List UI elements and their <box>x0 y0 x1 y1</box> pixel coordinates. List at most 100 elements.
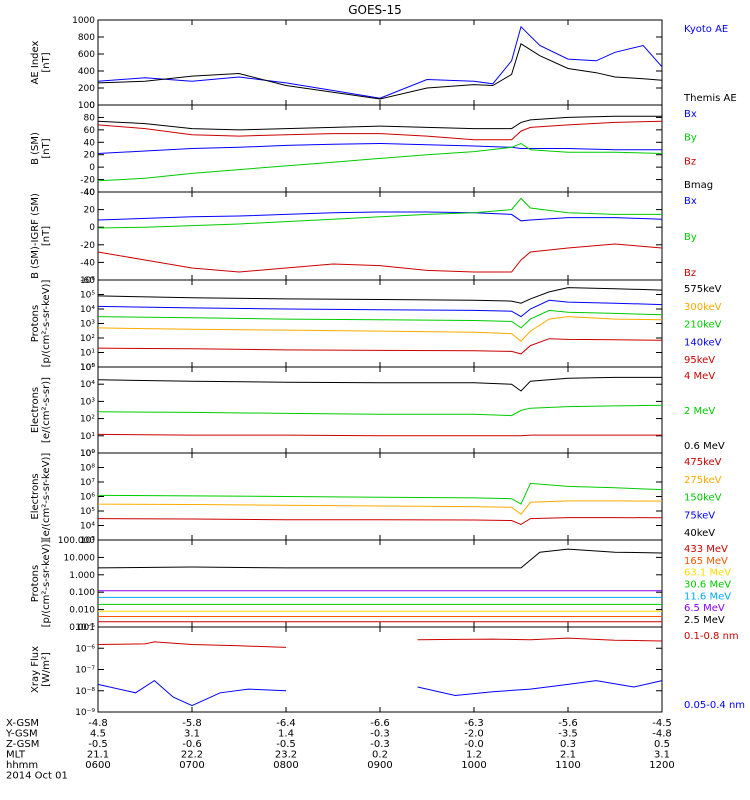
legend-entry: 0.05-0.4 nm <box>684 700 745 711</box>
y-tick-label: 0 <box>89 101 95 111</box>
ephemeris-value: 0.2 <box>372 750 388 761</box>
series-line-3 <box>97 120 663 141</box>
y-tick-label: 20 <box>84 206 96 216</box>
ephemeris-value: -0.5 <box>88 739 108 750</box>
ephemeris-value: 0.3 <box>560 739 576 750</box>
panel-frame <box>97 366 663 454</box>
y-axis-label: Electrons[e/(cm²-s-sr-keV)] <box>30 453 52 541</box>
y-tick-label: 10² <box>80 334 95 344</box>
series-line-1 <box>97 517 663 525</box>
legend-entry: 11.6 MeV <box>684 591 731 602</box>
y-tick-label: 10⁻⁷ <box>75 666 95 676</box>
series-line-2 <box>97 404 663 417</box>
legend-entry: 150keV <box>684 493 722 504</box>
legend-entry: 433 MeV <box>684 544 728 555</box>
legend-entry: 6.5 MeV <box>684 603 725 614</box>
y-tick-label: 80 <box>84 113 96 123</box>
y-tick-label: 0.010 <box>69 606 95 616</box>
ephemeris-value: 0800 <box>273 760 298 771</box>
ephemeris-value: 0.5 <box>654 739 670 750</box>
legend-entry: 0.1-0.8 nm <box>684 631 739 642</box>
y-tick-label: 0.001 <box>69 623 95 633</box>
legend-entry: 2 MeV <box>684 406 715 417</box>
ephemeris-row-label: MLT <box>6 750 26 761</box>
y-tick-label: 10⁶ <box>80 276 95 286</box>
series-line-3 <box>97 482 663 505</box>
panel-frame <box>97 626 663 713</box>
ephemeris-value: 1.2 <box>466 750 482 761</box>
panel-8: 10⁻⁹ 10⁻⁸ 10⁻⁷ 10⁻⁶ 10⁻⁵ Xray Flux[W/m²] 0.1-0… <box>30 623 745 718</box>
y-tick-label: 10⁶ <box>80 493 95 503</box>
series-line-2 <box>97 500 663 515</box>
ephemeris-row-label: Y-GSM <box>5 729 38 740</box>
legend-entry: Bmag <box>684 180 713 191</box>
panel-frame <box>97 279 663 368</box>
series-line-7 <box>97 548 663 569</box>
y-tick-label: -40 <box>80 188 95 198</box>
ephemeris-value: 3.1 <box>184 729 200 740</box>
legend-entry: 40keV <box>684 528 715 539</box>
y-axis-label: Protons[p/(cm²-s-sr-keV)] <box>30 540 52 628</box>
legend-entry: Bz <box>684 156 696 167</box>
legend-entry: 2.5 MeV <box>684 615 725 626</box>
panel-3: -60 -40 -20 0 20 40 B (SM)-IGRF (SM)[nT] Bx By Bz <box>30 188 697 286</box>
legend-entry: 210keV <box>684 320 722 331</box>
panel-frame <box>97 539 663 628</box>
ephemeris-value: -0.3 <box>370 739 390 750</box>
series-line-1 <box>97 142 662 154</box>
series-line-3 <box>97 243 663 273</box>
y-tick-label: -20 <box>80 176 95 186</box>
series-line-1 <box>97 637 663 648</box>
ephemeris-value: -0.3 <box>370 729 390 740</box>
series-line-1 <box>97 433 662 437</box>
ephemeris-value: 0700 <box>179 760 204 771</box>
legend-entry: 75keV <box>684 510 715 521</box>
panel-1: 0 200 400 600 800 1000 AE Index[nT] Kyoto AE The… <box>30 16 737 111</box>
panel-7: 0.001 0.010 0.100 1.000 10.000 100.000 Protons… <box>30 536 731 633</box>
ephemeris-value: 1.4 <box>278 729 294 740</box>
ephemeris-value: 22.2 <box>181 750 203 761</box>
ephemeris-value: -0.5 <box>276 739 296 750</box>
y-tick-label: 10⁹ <box>80 449 95 459</box>
y-tick-label: 10⁻⁸ <box>75 687 95 697</box>
y-tick-label: 10⁴ <box>80 522 95 532</box>
ephemeris-value: -4.8 <box>652 729 672 740</box>
series-line-3 <box>97 376 662 392</box>
y-tick-label: 0 <box>89 223 95 233</box>
y-tick-label: 10⁻⁹ <box>75 708 95 718</box>
y-tick-label: 600 <box>78 50 95 60</box>
legend-entry: 575keV <box>684 284 722 295</box>
legend-entry: 300keV <box>684 302 722 313</box>
ephemeris-value: 1200 <box>649 760 674 771</box>
ephemeris-value: 2.1 <box>560 750 576 761</box>
y-tick-label: 0.100 <box>69 588 95 598</box>
ephemeris-value: -6.6 <box>370 718 390 729</box>
ephemeris-value: -4.5 <box>652 718 672 729</box>
y-tick-label: 100 <box>78 101 95 111</box>
ephemeris-value: -3.5 <box>558 729 578 740</box>
series-line-1 <box>97 287 663 304</box>
legend-entry: Bx <box>684 196 697 207</box>
ephemeris-value: -4.8 <box>88 718 108 729</box>
legend-entry: Themis AE <box>683 93 737 104</box>
ephemeris-value: 3.1 <box>654 750 670 761</box>
series-line-4 <box>97 115 662 131</box>
y-tick-label: 60 <box>84 126 96 136</box>
y-axis-label: Electrons[e/(cm²-s-sr)] <box>30 377 52 443</box>
y-tick-label: 10⁴ <box>80 305 95 315</box>
panel-4: 10⁰ 10¹ 10² 10³ 10⁴ 10⁵ 10⁶ Protons[p/(cm²-s-sr… <box>30 276 722 373</box>
legend-entry: Bz <box>684 268 696 279</box>
y-tick-label: 10⁵ <box>80 291 95 301</box>
ephemeris-value: 1100 <box>555 760 580 771</box>
legend-entry: 63.1 MeV <box>684 568 731 579</box>
y-axis-label: Protons[p/(cm²-s-sr-keV)] <box>30 280 52 368</box>
y-tick-label: -40 <box>80 258 95 268</box>
ephemeris-row-label: Z-GSM <box>6 739 39 750</box>
series-line-1 <box>97 25 663 99</box>
series-line-2 <box>97 316 663 342</box>
y-tick-label: 10.000 <box>64 553 96 563</box>
series-line-2 <box>97 679 663 707</box>
ephemeris-row-label: X-GSM <box>6 718 39 729</box>
